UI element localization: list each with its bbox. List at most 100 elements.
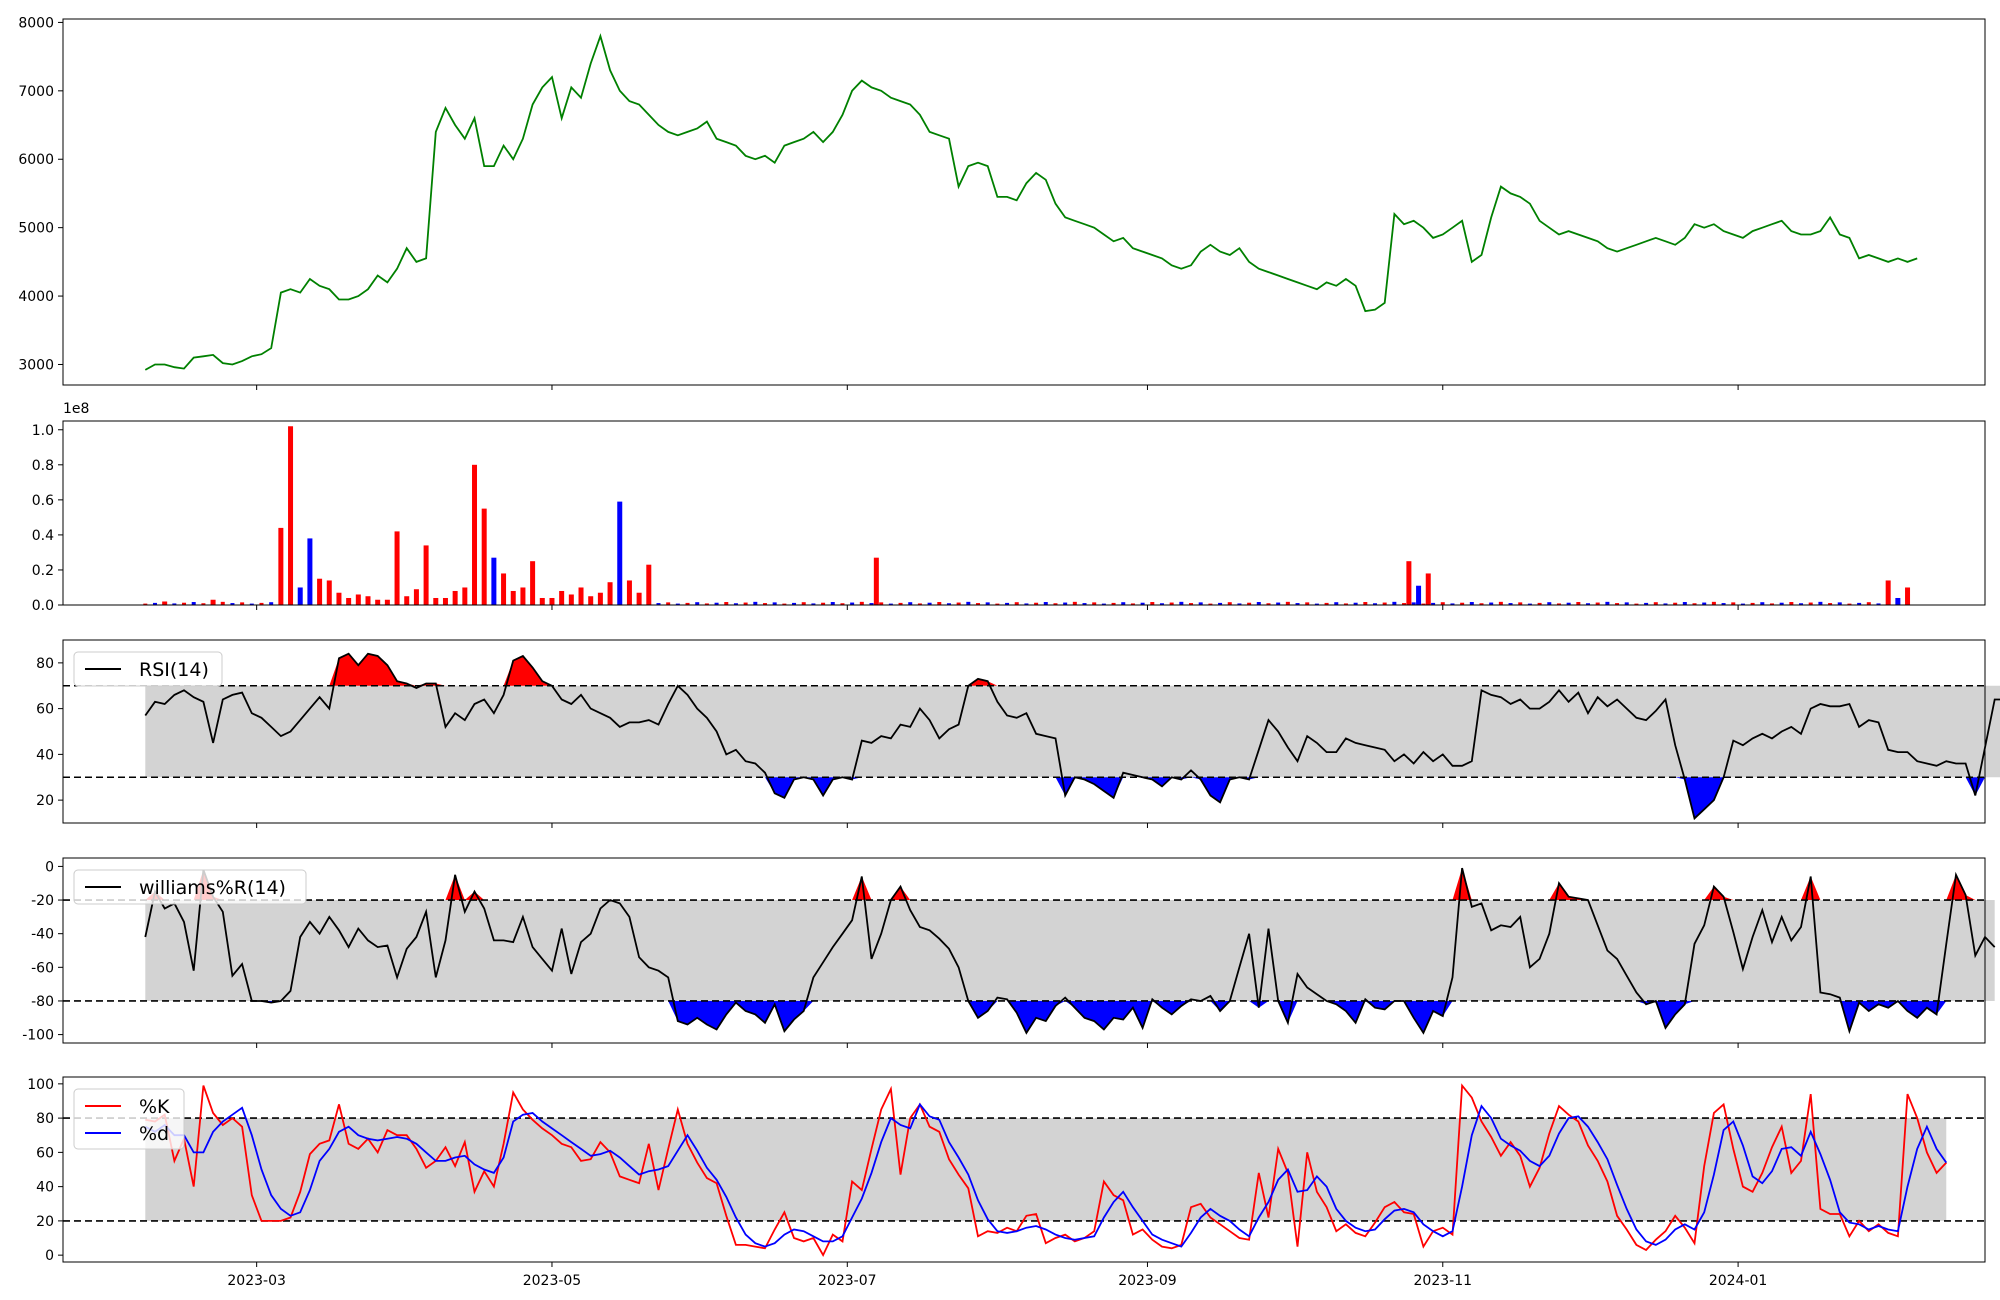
volume-bar — [1527, 603, 1532, 605]
volume-bar — [1043, 602, 1048, 605]
y-tick-label: 0.0 — [32, 598, 54, 614]
volume-bar — [1692, 603, 1697, 605]
volume-bar — [1547, 602, 1552, 605]
x-tick-label: 2023-03 — [227, 1273, 286, 1289]
volume-bar — [646, 564, 652, 605]
y-tick-label: 7000 — [18, 84, 54, 100]
volume-bar — [1421, 603, 1426, 605]
y-tick-label: 1.0 — [32, 423, 54, 439]
volume-bar — [539, 597, 545, 605]
neutral-band — [145, 685, 2000, 778]
volume-bar — [1053, 603, 1058, 605]
volume-bar — [336, 592, 342, 605]
volume-bar — [442, 597, 448, 605]
volume-bar — [1498, 601, 1503, 605]
volume-bar — [1392, 601, 1397, 605]
y-tick-label: 0.2 — [32, 563, 54, 579]
volume-bar — [1624, 602, 1629, 605]
volume-bar — [1285, 601, 1290, 605]
y-tick-label: 100 — [27, 1077, 54, 1093]
volume-bar — [346, 597, 352, 605]
volume-bar — [1305, 602, 1310, 605]
volume-bar — [1402, 603, 1407, 605]
panel-frame — [62, 1076, 1986, 1263]
volume-bar — [355, 594, 361, 605]
volume-bar — [1818, 601, 1823, 605]
volume-bar — [1711, 601, 1716, 605]
volume-bar — [1014, 602, 1019, 605]
volume-bar — [1566, 602, 1571, 605]
volume-bar — [985, 602, 990, 605]
volume-bar — [1576, 602, 1581, 605]
volume-bar — [888, 603, 893, 605]
volume-bar — [1595, 602, 1600, 605]
volume-bar — [1198, 602, 1203, 605]
volume-bar — [1005, 602, 1010, 605]
oversold-fill — [145, 1000, 1995, 1033]
y-tick-label: 40 — [36, 747, 54, 763]
volume-bar — [743, 602, 748, 605]
volume-bar — [1682, 602, 1687, 605]
panel-frame — [62, 639, 1986, 824]
volume-bar — [375, 599, 381, 605]
volume-bar — [1411, 602, 1416, 605]
volume-bar — [753, 601, 758, 605]
volume-bar — [1247, 602, 1252, 605]
y-tick-label: 6000 — [18, 152, 54, 168]
volume-bar — [1334, 602, 1339, 605]
volume-bar — [1876, 603, 1881, 605]
volume-bar — [1150, 602, 1155, 605]
volume-bar — [869, 603, 874, 605]
volume-bar — [501, 573, 507, 605]
volume-bar — [1537, 602, 1542, 605]
williams-r-line — [144, 867, 1996, 1035]
y-tick-label: -40 — [31, 927, 54, 943]
d-line — [144, 1102, 1948, 1248]
volume-bar — [152, 602, 157, 605]
volume-bar — [1634, 603, 1639, 605]
volume-bar — [404, 596, 410, 605]
volume-bar — [1847, 603, 1852, 605]
volume-bar — [1063, 602, 1068, 605]
volume-bar — [821, 602, 826, 605]
volume-bar — [1799, 603, 1804, 605]
volume-bar — [201, 603, 206, 605]
volume-bar — [966, 601, 971, 605]
panel-frame — [62, 420, 1986, 606]
volume-bar — [182, 602, 187, 605]
x-tick-label: 2023-05 — [523, 1273, 582, 1289]
volume-bar — [1750, 602, 1755, 605]
volume-bar — [873, 557, 879, 605]
overbought-fill — [145, 653, 2000, 686]
y-tick-label: 0 — [45, 1248, 54, 1264]
volume-bar — [1450, 603, 1455, 605]
volume-bar — [1295, 603, 1300, 605]
panel-frame — [62, 857, 1986, 1044]
x-tick-label: 2023-11 — [1414, 1273, 1473, 1289]
volume-bar — [1324, 602, 1329, 605]
volume-bar — [782, 603, 787, 605]
volume-bar — [520, 587, 526, 605]
volume-bar — [850, 602, 855, 605]
volume-bar — [1169, 602, 1174, 605]
volume-bar — [1218, 602, 1223, 605]
volume-bar — [143, 603, 148, 605]
overbought-fill — [145, 868, 1995, 901]
volume-bar — [1489, 602, 1494, 605]
volume-bar — [695, 602, 700, 605]
volume-bar — [1363, 602, 1368, 605]
volume-bar — [1615, 603, 1620, 605]
volume-bar — [597, 592, 603, 605]
volume-bar — [1237, 603, 1242, 605]
y-tick-label: 5000 — [18, 221, 54, 237]
volume-bar — [384, 599, 390, 605]
volume-bar — [1760, 602, 1765, 605]
volume-bar — [1673, 602, 1678, 605]
y-tick-label: -60 — [31, 960, 54, 976]
volume-bar — [588, 596, 594, 605]
volume-bar — [714, 602, 719, 605]
volume-bar — [704, 603, 709, 605]
volume-bar — [1663, 603, 1668, 605]
volume-bar — [1740, 603, 1745, 605]
volume-bar — [172, 603, 177, 605]
